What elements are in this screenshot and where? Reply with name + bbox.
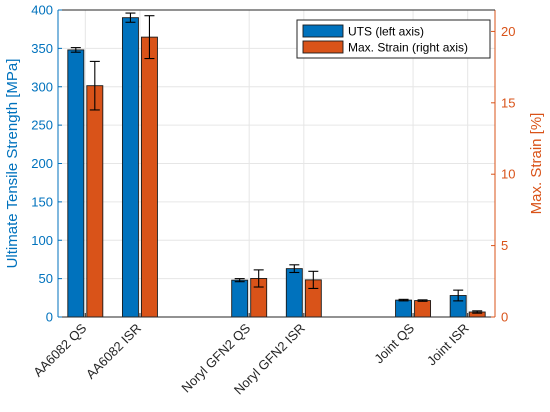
left-tick-label: 350 xyxy=(31,41,53,56)
right-tick-label: 5 xyxy=(501,238,508,253)
legend-swatch-uts xyxy=(302,24,344,38)
left-tick-label: 150 xyxy=(31,194,53,209)
legend-label-strain: Max. Strain (right axis) xyxy=(348,41,468,55)
left-tick-label: 50 xyxy=(39,271,53,286)
right-tick-label: 20 xyxy=(501,24,515,39)
uts-bar xyxy=(231,279,249,318)
uts-bar xyxy=(67,49,85,318)
uts-bar xyxy=(395,299,413,318)
left-axis-title: Ultimate Tensile Strength [MPa] xyxy=(4,59,21,269)
uts-bar xyxy=(121,17,139,318)
legend: UTS (left axis) Max. Strain (right axis) xyxy=(296,19,491,59)
left-tick-label: 400 xyxy=(31,3,53,18)
x-tick-label: AA6082 ISR xyxy=(83,321,144,382)
bars xyxy=(67,12,486,318)
x-tick-label: Joint QS xyxy=(371,320,417,366)
left-tick-label: 100 xyxy=(31,233,53,248)
left-tick-label: 250 xyxy=(31,118,53,133)
left-tick-label: 300 xyxy=(31,79,53,94)
legend-label-uts: UTS (left axis) xyxy=(348,25,424,39)
strain-bar xyxy=(414,300,432,318)
right-tick-label: 10 xyxy=(501,167,515,182)
x-tick-label: AA6082 QS xyxy=(30,320,89,379)
left-tick-label: 200 xyxy=(31,156,53,171)
legend-swatch-strain xyxy=(302,40,344,54)
left-tick-label: 0 xyxy=(46,310,53,325)
x-tick-label: Joint ISR xyxy=(424,321,472,369)
right-tick-label: 15 xyxy=(501,95,515,110)
strain-bar xyxy=(86,85,104,318)
strain-bar xyxy=(140,36,158,318)
right-axis-title: Max. Strain [%] xyxy=(528,113,545,215)
uts-bar xyxy=(285,268,303,318)
right-tick-label: 0 xyxy=(501,310,508,325)
